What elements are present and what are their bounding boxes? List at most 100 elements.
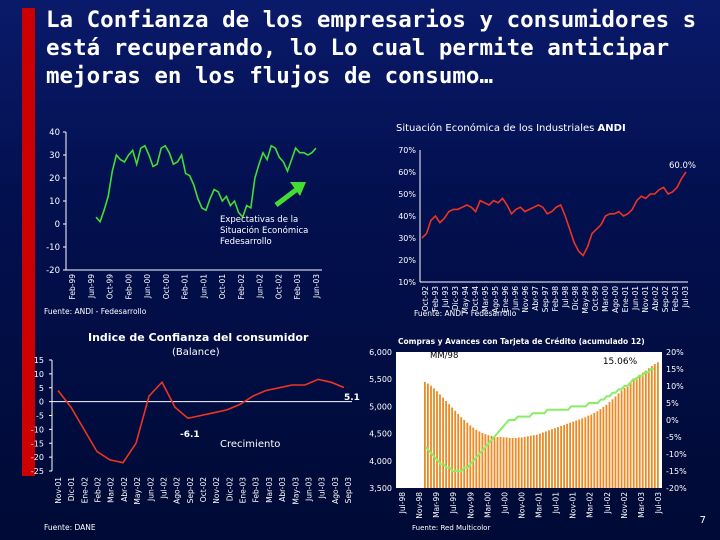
bar-compras [539,433,541,488]
xtick-consumidor: Mar-03 [265,477,274,503]
bar-compras [436,391,438,488]
bar-compras [554,428,556,488]
bar-compras [563,424,565,488]
bar-compras [584,417,587,488]
xtick-consumidor: Abr-03 [278,477,287,502]
xtick-andi: Jul-93 [441,286,450,309]
ytick-right-compras: 10% [666,382,684,391]
bar-compras [484,434,487,488]
page-number: 7 [699,515,706,526]
bar-compras [629,382,632,488]
xtick-compras: Jul-00 [500,492,509,515]
ytick-right-compras: -10% [666,450,687,459]
source-compras: Fuente: Red Multicolor [412,524,490,532]
bar-compras [608,402,611,488]
bar-compras [466,422,469,488]
bar-compras [520,437,523,488]
xtick-consumidor: Ene-03 [239,477,248,504]
xtick-andi: Ago-95 [491,286,500,313]
xtick-expectativas: Jun-02 [256,274,265,299]
bar-compras [508,438,511,488]
bar-compras [581,418,584,488]
annotation-compras: Crecimiento [220,439,280,450]
xtick-andi: Jul-98 [561,286,570,309]
bar-compras [517,437,520,488]
title-consumidor: Indice de Confianza del consumidor [88,331,309,344]
bar-compras [445,401,447,488]
xtick-andi: Mar-95 [481,286,490,312]
xtick-compras: Nov-01 [569,492,578,519]
bar-compras [620,390,623,488]
xtick-expectativas: Feb-01 [181,274,190,300]
xtick-compras: Jul-02 [603,492,612,515]
bar-compras [596,411,599,488]
bar-compras [535,434,538,488]
xtick-compras: Mar-99 [432,492,441,518]
bar-compras [548,430,550,488]
ytick-expectativas: 40 [49,128,60,138]
xtick-consumidor: Nov-02 [212,477,221,504]
ytick-right-compras: -20% [666,484,687,493]
xtick-consumidor: May-03 [291,477,300,505]
xtick-consumidor: Sep-03 [344,477,353,504]
bar-compras [590,414,593,488]
ytick-left-compras: 4,000 [369,457,392,466]
bar-compras [650,366,653,488]
bar-compras [496,436,499,488]
bar-compras [430,385,432,488]
bar-compras [635,377,638,488]
bar-compras [647,368,650,488]
xtick-expectativas: Feb-03 [293,274,302,300]
bar-compras [529,435,532,488]
xtick-andi: Oct-94 [471,286,480,311]
title-andi: Situación Económica de los Industriales … [396,122,626,134]
xtick-andi: Oct-99 [591,286,600,311]
bar-compras [499,436,502,488]
xtick-expectativas: Jun-03 [312,274,321,299]
bar-compras [454,410,457,488]
xtick-andi: May-99 [581,286,590,314]
xtick-compras: Jul-01 [552,492,561,515]
ytick-andi: 50% [398,190,416,199]
bar-compras [481,433,484,488]
xtick-andi: Ene-96 [501,286,510,313]
ytick-consumidor: 15 [34,356,44,365]
xtick-andi: Feb-03 [671,286,680,312]
bar-compras [593,412,596,488]
bar-compras [545,431,547,488]
ytick-left-compras: 3,500 [369,484,392,493]
xtick-compras: Nov-99 [466,492,475,519]
xtick-andi: Dic-93 [451,286,460,310]
ytick-consumidor: -15 [31,439,44,448]
bar-compras [644,370,647,488]
annotation-expectativas: Expectativas de la Situación Económica Fed… [220,215,308,247]
bar-compras [605,404,608,488]
ytick-right-compras: 5% [666,399,679,408]
xtick-consumidor: Ene-02 [80,477,89,504]
bar-compras [638,374,641,488]
ytick-right-compras: -15% [666,467,687,476]
xtick-expectativas: Feb-02 [237,274,246,300]
xtick-consumidor: Sep-02 [186,477,195,504]
bar-compras [433,388,435,488]
xtick-expectativas: Jun-00 [143,274,152,299]
bar-compras [469,425,472,488]
ytick-consumidor: -20 [31,453,44,462]
source-consumidor: Fuente: DANE [44,523,96,532]
bar-compras [657,362,659,488]
accent-bar [22,8,35,476]
xtick-expectativas: Oct-01 [218,274,227,299]
series-line-consumidor [57,378,345,464]
trend-arrow-shaft [274,188,298,207]
bar-compras [490,435,493,488]
ytick-expectativas: -10 [46,243,60,253]
xtick-andi: Jul-03 [681,286,690,309]
bar-compras [448,404,450,488]
bar-compras [442,397,444,488]
xtick-consumidor: Nov-01 [54,477,63,504]
ytick-left-compras: 6,000 [369,348,392,357]
ytick-expectativas: 30 [49,151,60,161]
subtitle-consumidor: (Balance) [172,347,220,358]
xtick-compras: Mar-03 [637,492,646,518]
bar-compras [578,419,581,488]
